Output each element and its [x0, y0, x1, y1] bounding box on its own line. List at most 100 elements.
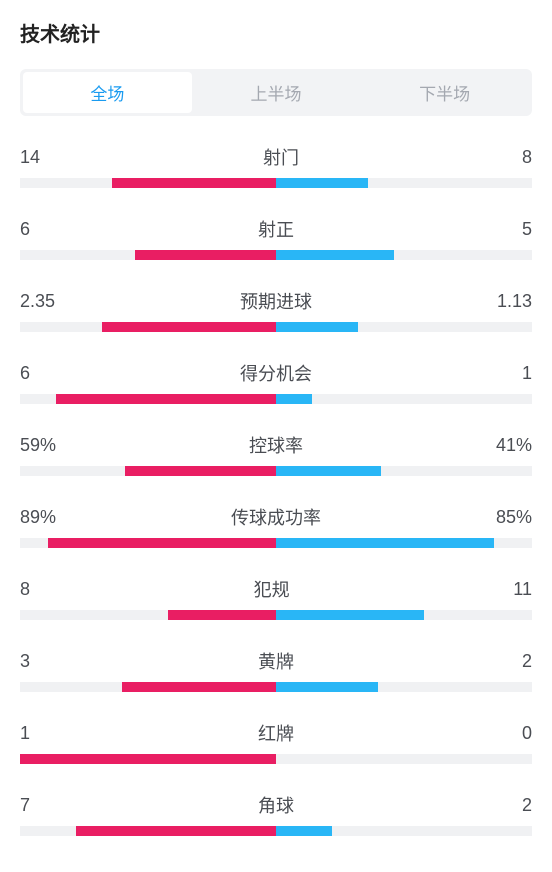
stat-name: 得分机会: [240, 360, 312, 386]
stat-bar-right-wrap: [276, 250, 532, 260]
stat-bar-track: [20, 178, 532, 188]
stat-row: 8 犯规 11: [20, 576, 532, 620]
stat-bar-left: [135, 250, 276, 260]
stat-bar-track: [20, 682, 532, 692]
stat-bar-left-wrap: [20, 682, 276, 692]
stat-name: 黄牌: [258, 648, 294, 674]
stat-bar-track: [20, 322, 532, 332]
stat-bar-right-wrap: [276, 538, 532, 548]
stat-row: 6 得分机会 1: [20, 360, 532, 404]
stat-right-value: 5: [522, 219, 532, 240]
stat-bar-track: [20, 466, 532, 476]
stat-right-value: 2: [522, 651, 532, 672]
stat-bar-right: [276, 538, 494, 548]
stat-bar-left-wrap: [20, 610, 276, 620]
stat-name: 预期进球: [240, 288, 312, 314]
tab-period-1[interactable]: 上半场: [192, 72, 361, 113]
stat-bar-right: [276, 250, 394, 260]
stats-list: 14射门86射正52.35预期进球1.136得分机会159%控球率41%89%传…: [20, 144, 532, 836]
stat-row: 89% 传球成功率 85%: [20, 504, 532, 548]
stat-labels: 6 得分机会 1: [20, 360, 532, 386]
stat-right-value: 11: [513, 579, 532, 600]
stat-bar-left-wrap: [20, 322, 276, 332]
stat-labels: 14 射门 8: [20, 144, 532, 170]
stat-bar-track: [20, 538, 532, 548]
stat-bar-track: [20, 754, 532, 764]
stat-left-value: 89%: [20, 507, 56, 528]
stat-bar-right-wrap: [276, 610, 532, 620]
stat-name: 传球成功率: [231, 504, 321, 530]
stat-left-value: 8: [20, 579, 30, 600]
stat-labels: 6 射正 5: [20, 216, 532, 242]
stat-name: 红牌: [258, 720, 294, 746]
stat-left-value: 2.35: [20, 291, 55, 312]
stat-bar-left: [56, 394, 276, 404]
stat-bar-left-wrap: [20, 178, 276, 188]
stat-left-value: 6: [20, 363, 30, 384]
stat-bar-left: [76, 826, 276, 836]
stat-bar-left: [102, 322, 276, 332]
stat-labels: 89% 传球成功率 85%: [20, 504, 532, 530]
stat-bar-right: [276, 610, 424, 620]
stat-bar-right-wrap: [276, 466, 532, 476]
period-tabs: 全场上半场下半场: [20, 69, 532, 116]
stat-bar-left-wrap: [20, 754, 276, 764]
stat-bar-track: [20, 250, 532, 260]
stat-row: 7角球2: [20, 792, 532, 836]
stat-bar-left: [20, 754, 276, 764]
stat-left-value: 7: [20, 795, 30, 816]
stat-name: 角球: [258, 792, 294, 818]
stat-bar-right: [276, 466, 381, 476]
stat-left-value: 6: [20, 219, 30, 240]
stat-bar-right-wrap: [276, 826, 532, 836]
stat-bar-right-wrap: [276, 322, 532, 332]
stat-bar-right-wrap: [276, 178, 532, 188]
tab-period-0[interactable]: 全场: [23, 72, 192, 113]
stat-labels: 2.35 预期进球 1.13: [20, 288, 532, 314]
stat-bar-right: [276, 322, 358, 332]
stat-bar-right: [276, 394, 312, 404]
stat-left-value: 59%: [20, 435, 56, 456]
page-title: 技术统计: [20, 18, 532, 47]
stat-bar-left: [122, 682, 276, 692]
stat-bar-right: [276, 682, 378, 692]
stat-row: 59%控球率41%: [20, 432, 532, 476]
stat-bar-left-wrap: [20, 466, 276, 476]
stat-right-value: 1.13: [497, 291, 532, 312]
stat-row: 14 射门 8: [20, 144, 532, 188]
stat-name: 犯规: [254, 576, 290, 602]
stat-row: 3黄牌2: [20, 648, 532, 692]
stat-right-value: 85%: [496, 507, 532, 528]
stat-name: 控球率: [249, 432, 303, 458]
stat-labels: 1 红牌 0: [20, 720, 532, 746]
stat-bar-left-wrap: [20, 250, 276, 260]
stat-bar-right: [276, 826, 332, 836]
stat-bar-left-wrap: [20, 538, 276, 548]
stat-labels: 3黄牌2: [20, 648, 532, 674]
stat-labels: 7角球2: [20, 792, 532, 818]
stat-bar-left-wrap: [20, 826, 276, 836]
tab-period-2[interactable]: 下半场: [360, 72, 529, 113]
stat-name: 射门: [263, 144, 299, 170]
stat-bar-left: [125, 466, 276, 476]
stat-bar-right-wrap: [276, 754, 532, 764]
stat-left-value: 1: [20, 723, 30, 744]
stat-bar-track: [20, 394, 532, 404]
stat-row: 1 红牌 0: [20, 720, 532, 764]
stat-bar-left: [48, 538, 276, 548]
stat-bar-right-wrap: [276, 682, 532, 692]
stat-left-value: 14: [20, 147, 40, 168]
stat-labels: 59%控球率41%: [20, 432, 532, 458]
stat-right-value: 8: [522, 147, 532, 168]
stat-bar-right: [276, 178, 368, 188]
stat-bar-track: [20, 610, 532, 620]
stat-labels: 8 犯规 11: [20, 576, 532, 602]
stat-right-value: 1: [522, 363, 532, 384]
stat-name: 射正: [258, 216, 294, 242]
stat-row: 6 射正 5: [20, 216, 532, 260]
stat-bar-left: [168, 610, 276, 620]
stat-bar-left-wrap: [20, 394, 276, 404]
stat-bar-track: [20, 826, 532, 836]
stat-bar-left: [112, 178, 276, 188]
stat-right-value: 0: [522, 723, 532, 744]
